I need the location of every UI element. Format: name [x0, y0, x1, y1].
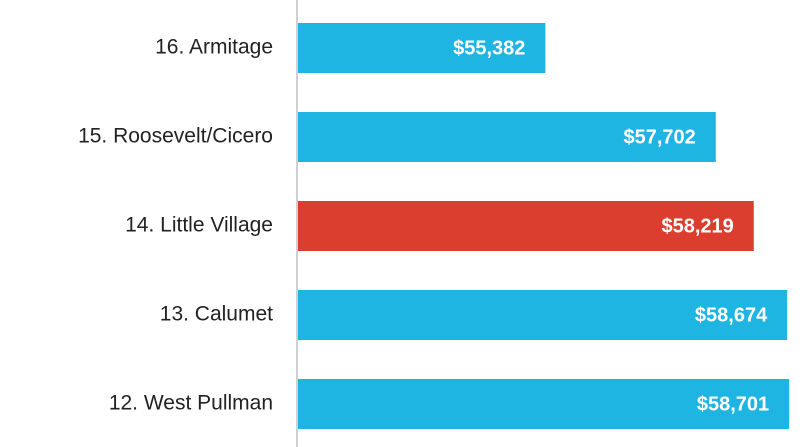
bar: [297, 201, 754, 251]
value-label: $57,702: [624, 126, 696, 148]
bar: [297, 379, 790, 429]
category-label: 13. Calumet: [160, 303, 273, 326]
value-label: $58,219: [661, 215, 733, 237]
category-label: 16. Armitage: [155, 36, 273, 59]
category-label: 12. West Pullman: [109, 392, 273, 415]
value-label: $58,674: [695, 304, 768, 326]
category-label: 14. Little Village: [125, 214, 273, 237]
bar: [297, 23, 546, 73]
category-label: 15. Roosevelt/Cicero: [78, 125, 273, 148]
value-label: $58,701: [697, 393, 769, 415]
bar: [297, 290, 788, 340]
bar: [297, 112, 716, 162]
value-label: $55,382: [453, 37, 525, 59]
